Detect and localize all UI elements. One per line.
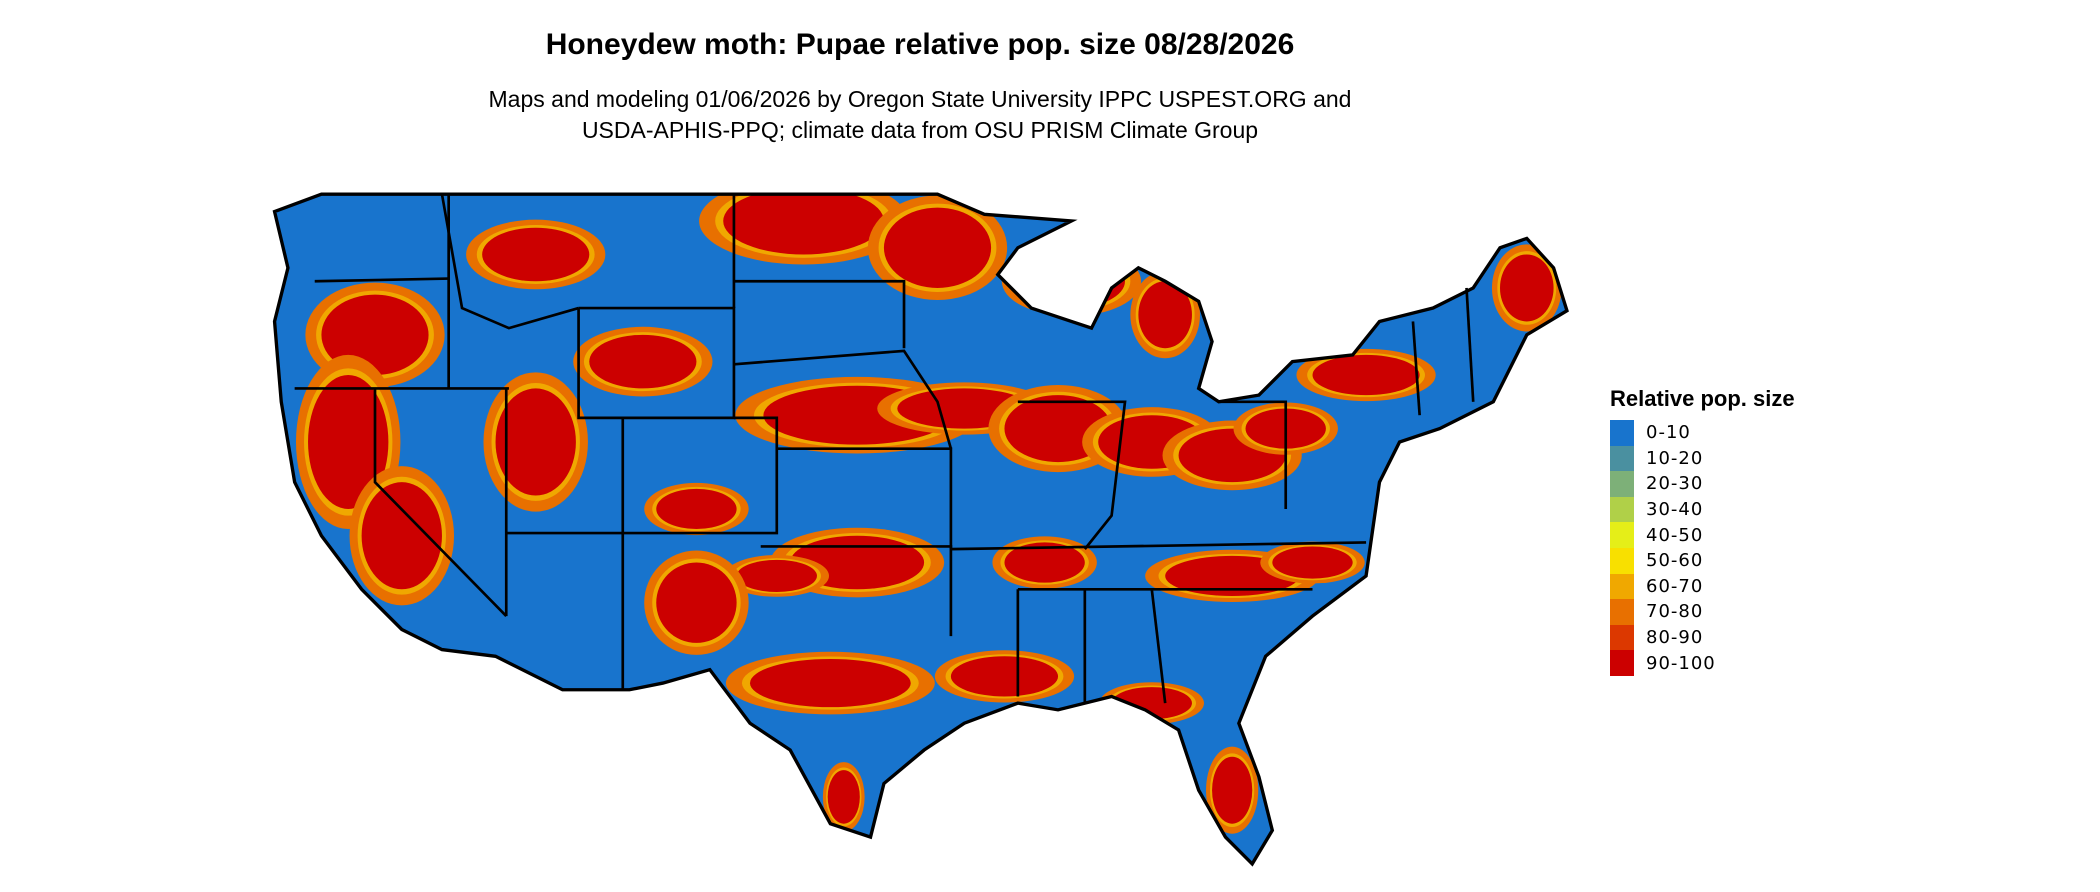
legend: Relative pop. size 0-10 10-20 20-30 30-40 40… — [1610, 386, 1795, 676]
legend-item: 20-30 — [1610, 471, 1795, 497]
legend-swatch — [1610, 650, 1634, 676]
high-population-area — [482, 227, 590, 282]
legend-title: Relative pop. size — [1610, 386, 1795, 411]
legend-label: 0-10 — [1646, 422, 1691, 444]
legend-swatch — [1610, 445, 1634, 472]
high-population-area — [1212, 756, 1253, 824]
legend-item: 40-50 — [1610, 522, 1795, 548]
legend-label: 20-30 — [1646, 473, 1704, 495]
legend-item: 0-10 — [1610, 420, 1795, 446]
legend-swatch — [1610, 496, 1634, 523]
legend-swatch — [1610, 573, 1634, 600]
legend-label: 90-100 — [1646, 652, 1716, 674]
high-population-area — [656, 488, 737, 530]
legend-label: 70-80 — [1646, 601, 1704, 623]
state-borders — [294, 193, 1475, 704]
legend-item: 60-70 — [1610, 573, 1795, 600]
legend-item: 80-90 — [1610, 624, 1795, 651]
legend-label: 50-60 — [1646, 550, 1704, 572]
legend-item: 10-20 — [1610, 445, 1795, 472]
legend-label: 30-40 — [1646, 499, 1704, 521]
high-population-area — [950, 656, 1059, 697]
high-population-area — [1004, 542, 1085, 583]
high-population-area — [656, 562, 737, 643]
us-outline — [272, 192, 1569, 867]
legend-swatch — [1610, 599, 1634, 625]
high-population-area — [827, 770, 860, 824]
legend-swatch — [1610, 522, 1634, 548]
legend-item: 50-60 — [1610, 547, 1795, 574]
high-population-area — [736, 559, 817, 592]
legend-label: 80-90 — [1646, 627, 1704, 649]
population-raster — [274, 194, 1567, 864]
high-population-area — [589, 334, 697, 389]
high-population-area — [1272, 546, 1353, 579]
legend-swatch — [1610, 471, 1634, 497]
high-population-area — [495, 388, 576, 496]
high-population-area — [361, 482, 442, 590]
legend-swatch — [1610, 420, 1634, 446]
high-population-area — [1138, 281, 1192, 349]
high-population-area — [1312, 354, 1420, 396]
high-population-area — [308, 375, 389, 509]
map-title: Honeydew moth: Pupae relative pop. size … — [545, 28, 1295, 61]
legend-label: 60-70 — [1646, 575, 1704, 597]
legend-item: 70-80 — [1610, 599, 1795, 625]
subtitle-line-1: Maps and modeling 01/06/2026 by Oregon S… — [488, 86, 1352, 112]
high-population-area — [750, 658, 911, 708]
high-population-area — [1500, 254, 1554, 322]
map-subtitle: Maps and modeling 01/06/2026 by Oregon S… — [0, 84, 1840, 146]
high-population-area — [1012, 251, 1131, 311]
legend-label: 40-50 — [1646, 524, 1704, 546]
legend-swatch — [1610, 624, 1634, 651]
high-population-area — [883, 207, 992, 288]
high-population-area — [1017, 254, 1125, 309]
legend-item: 90-100 — [1610, 650, 1795, 676]
subtitle-line-2: USDA-APHIS-PPQ; climate data from OSU PR… — [581, 117, 1259, 143]
legend-item: 30-40 — [1610, 496, 1795, 523]
high-population-area — [723, 194, 884, 255]
legend-label: 10-20 — [1646, 447, 1704, 469]
legend-swatch — [1610, 547, 1634, 574]
